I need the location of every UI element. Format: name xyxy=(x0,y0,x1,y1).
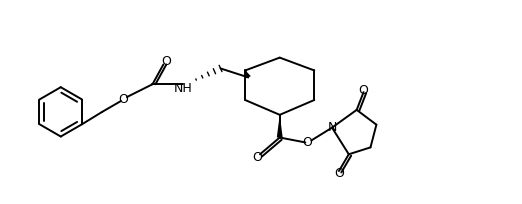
Text: O: O xyxy=(161,55,171,68)
Text: N: N xyxy=(327,121,337,134)
Text: O: O xyxy=(302,136,312,149)
Text: O: O xyxy=(252,151,262,164)
Polygon shape xyxy=(277,115,283,137)
Polygon shape xyxy=(245,70,251,79)
Text: O: O xyxy=(118,93,128,105)
Text: O: O xyxy=(334,166,344,180)
Text: O: O xyxy=(359,84,369,97)
Text: NH: NH xyxy=(174,82,193,95)
